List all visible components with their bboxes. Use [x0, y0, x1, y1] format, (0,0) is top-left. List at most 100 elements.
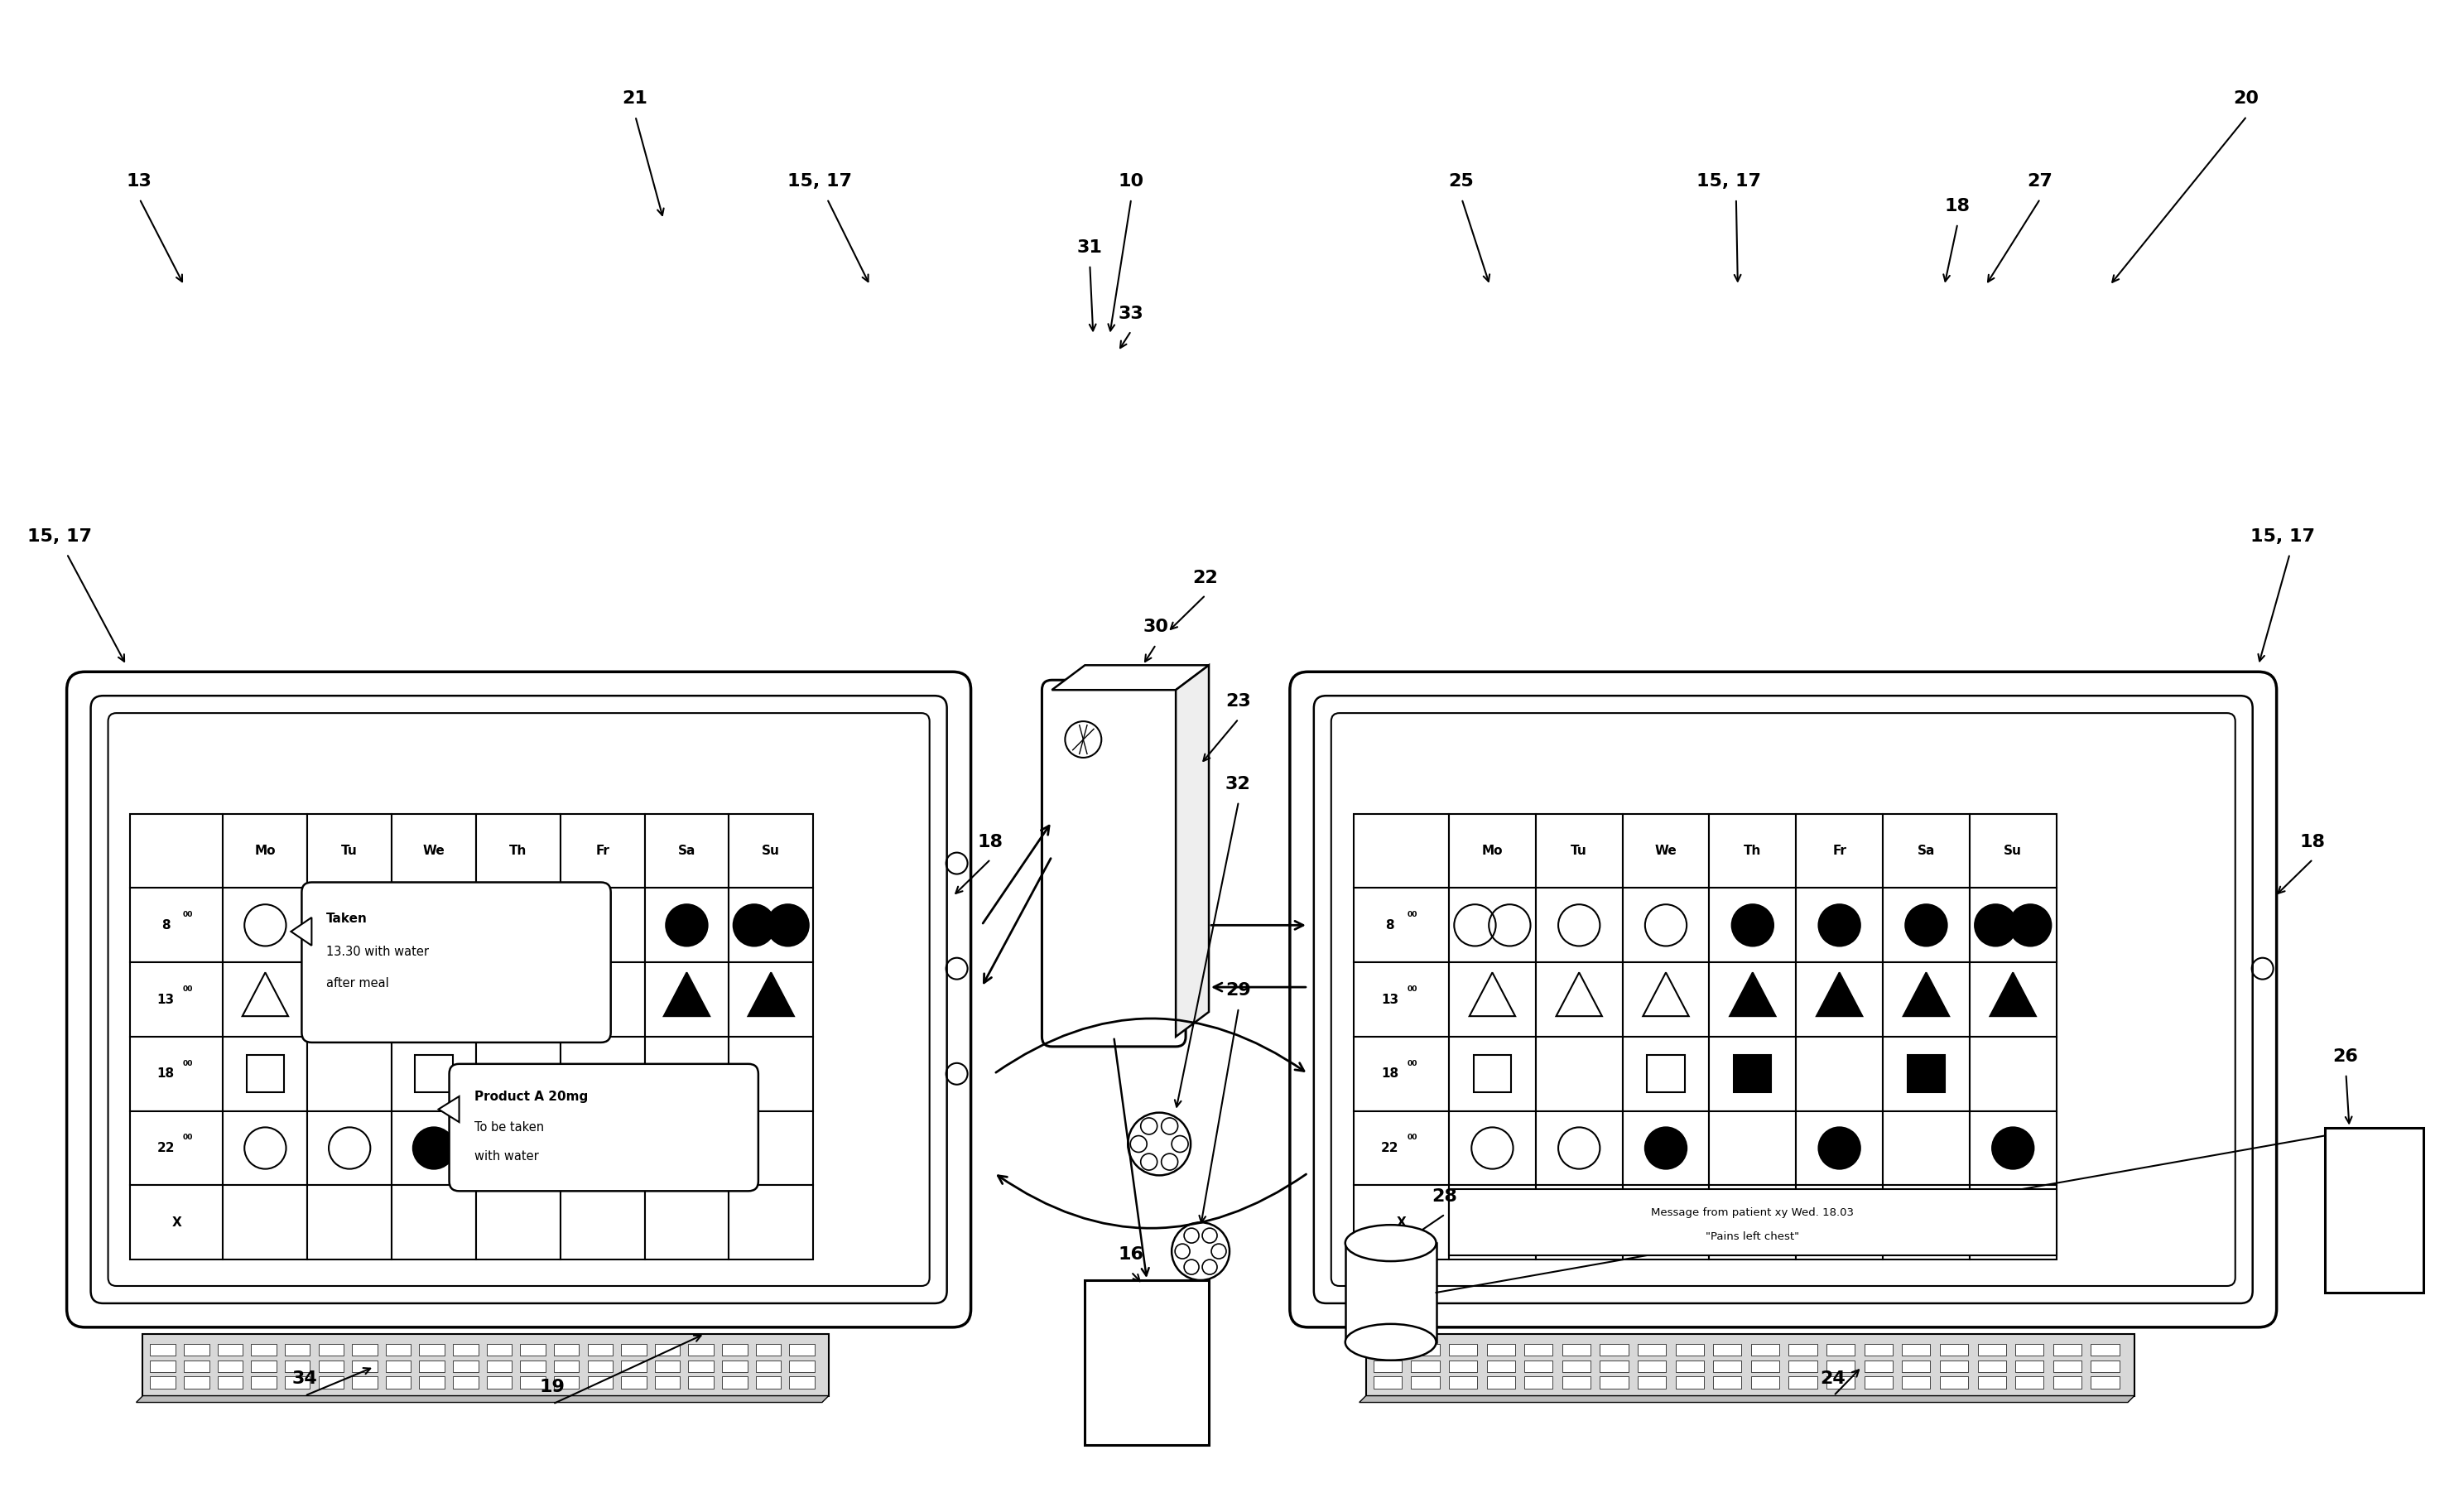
Text: 29: 29	[1225, 982, 1252, 999]
Bar	[2053, 1344, 2082, 1356]
Bar	[308, 1111, 392, 1185]
Text: 32: 32	[1225, 776, 1252, 793]
Bar	[1345, 1244, 1437, 1342]
Bar	[485, 1377, 513, 1388]
Bar	[1710, 1111, 1796, 1185]
Text: 10: 10	[1119, 173, 1143, 190]
Text: Tu: Tu	[342, 845, 357, 857]
Bar	[646, 1036, 729, 1111]
Bar	[586, 1344, 614, 1356]
Circle shape	[766, 905, 808, 947]
Bar	[1735, 1056, 1772, 1093]
Text: 13.30 with water: 13.30 with water	[328, 945, 429, 959]
Bar	[559, 1185, 646, 1260]
Bar	[1969, 814, 2057, 888]
Bar	[1710, 888, 1796, 963]
Bar	[729, 888, 813, 963]
Polygon shape	[1902, 972, 1949, 1017]
Bar	[150, 1360, 175, 1372]
Bar	[286, 1360, 310, 1372]
Bar	[687, 1360, 715, 1372]
Bar	[476, 963, 559, 1036]
Bar	[476, 1036, 559, 1111]
Bar	[1353, 1185, 1449, 1260]
Bar	[1969, 1036, 2057, 1111]
Text: 18: 18	[1380, 1067, 1400, 1079]
Bar	[1979, 1360, 2006, 1372]
Bar	[1865, 1344, 1892, 1356]
Bar	[655, 1344, 680, 1356]
Text: 13: 13	[158, 993, 175, 1006]
Bar	[554, 1344, 579, 1356]
Bar	[1979, 1344, 2006, 1356]
Text: 00: 00	[1407, 985, 1417, 993]
Bar	[1353, 1111, 1449, 1185]
Bar	[1796, 1185, 1882, 1260]
Bar	[520, 1377, 545, 1388]
Text: 23: 23	[1225, 693, 1252, 709]
Bar	[224, 814, 308, 888]
Text: 00: 00	[1407, 1135, 1417, 1142]
Bar	[1621, 814, 1710, 888]
Bar	[1712, 1360, 1742, 1372]
Polygon shape	[749, 972, 793, 1017]
Text: 13: 13	[126, 173, 153, 190]
Bar	[1882, 1111, 1969, 1185]
Bar	[1412, 1344, 1439, 1356]
Circle shape	[1818, 905, 1860, 947]
Circle shape	[1974, 905, 2016, 947]
Bar	[286, 1344, 310, 1356]
Bar	[131, 1111, 224, 1185]
Bar	[1865, 1360, 1892, 1372]
Bar	[1639, 1344, 1666, 1356]
Text: 15, 17: 15, 17	[27, 529, 91, 545]
Bar	[1365, 1333, 2134, 1396]
FancyBboxPatch shape	[91, 696, 946, 1303]
Bar	[1796, 888, 1882, 963]
Bar	[1449, 1036, 1535, 1111]
Text: with water: with water	[473, 1150, 540, 1163]
Text: 25: 25	[1449, 173, 1473, 190]
Bar	[1449, 963, 1535, 1036]
Text: 15, 17: 15, 17	[2250, 529, 2314, 545]
Bar	[392, 814, 476, 888]
Bar	[352, 1344, 377, 1356]
Bar	[1939, 1360, 1969, 1372]
Bar	[318, 1377, 342, 1388]
Bar	[1449, 1377, 1478, 1388]
Bar	[246, 1056, 283, 1093]
Circle shape	[2011, 905, 2050, 947]
Text: 00: 00	[182, 1060, 192, 1067]
Bar	[1939, 1344, 1969, 1356]
Text: 18: 18	[1944, 199, 1971, 215]
Circle shape	[1991, 1127, 2033, 1169]
Bar	[2092, 1360, 2119, 1372]
Bar	[722, 1377, 747, 1388]
Text: 13: 13	[1380, 993, 1400, 1006]
Bar	[387, 1360, 411, 1372]
Polygon shape	[1730, 972, 1777, 1017]
Bar	[1535, 1036, 1621, 1111]
Bar	[756, 1360, 781, 1372]
Polygon shape	[291, 918, 310, 945]
Bar	[1486, 1344, 1515, 1356]
Bar	[1353, 1036, 1449, 1111]
Bar	[476, 1111, 559, 1185]
Bar	[2092, 1344, 2119, 1356]
Bar	[1969, 888, 2057, 963]
Circle shape	[1646, 1127, 1688, 1169]
Text: Sa: Sa	[678, 845, 695, 857]
Text: 24: 24	[1821, 1371, 1846, 1387]
Circle shape	[1905, 905, 1947, 947]
Bar	[1882, 1185, 1969, 1260]
Bar	[308, 814, 392, 888]
Bar	[1712, 1344, 1742, 1356]
Polygon shape	[439, 1096, 458, 1123]
Bar	[2016, 1360, 2043, 1372]
Bar	[1535, 888, 1621, 963]
Bar	[419, 1344, 444, 1356]
Bar	[788, 1360, 816, 1372]
Bar	[1902, 1377, 1929, 1388]
Bar	[1939, 1377, 1969, 1388]
Bar	[1621, 888, 1710, 963]
